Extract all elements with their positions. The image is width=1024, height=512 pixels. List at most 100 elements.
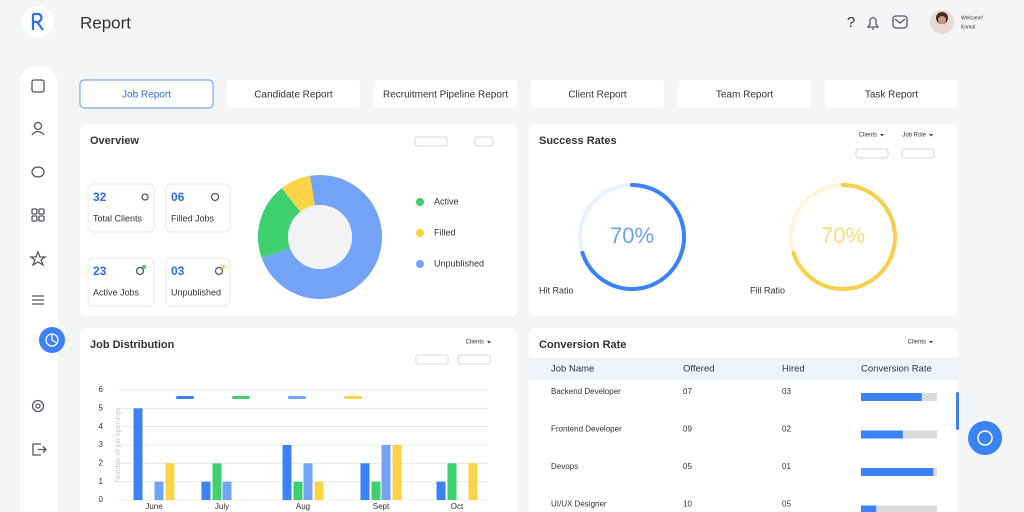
- gauge-label: Fill Ratio: [750, 285, 785, 295]
- card-title: Success Rates: [539, 135, 617, 147]
- legend-swatch: [232, 396, 250, 399]
- rate-bar: [861, 468, 933, 476]
- legend-dot: [416, 260, 424, 268]
- filter[interactable]: Job Role: [902, 133, 926, 139]
- donut-segment: [291, 191, 312, 200]
- x-tick-label: July: [215, 502, 229, 511]
- y-tick-label: 5: [99, 403, 104, 412]
- table-cell: Frontend Developer: [551, 425, 622, 434]
- card-title: Overview: [90, 135, 139, 147]
- y-tick-label: 1: [99, 477, 104, 486]
- bar: [134, 408, 143, 500]
- tab-label: Candidate Report: [254, 90, 333, 101]
- gauge-value: 70%: [821, 223, 865, 248]
- greeting: Welcome!: [961, 15, 983, 21]
- table-cell: 02: [782, 425, 791, 434]
- conversion-card: [529, 328, 958, 512]
- bar: [361, 463, 370, 500]
- legend-swatch: [288, 396, 306, 399]
- legend-swatch: [344, 396, 362, 399]
- filter[interactable]: Clients: [859, 133, 877, 139]
- stat-label: Filled Jobs: [171, 213, 215, 223]
- bar: [166, 463, 175, 500]
- donut-hole: [288, 205, 352, 269]
- legend-label: Unpublished: [434, 258, 484, 268]
- rate-bar: [861, 431, 903, 439]
- table-cell: 10: [683, 500, 692, 509]
- bar: [393, 445, 402, 500]
- y-tick-label: 2: [99, 458, 104, 467]
- rate-bar: [861, 506, 876, 512]
- card-title: Job Distribution: [90, 339, 175, 351]
- table-cell: UI/UX Designer: [551, 500, 607, 509]
- help-icon[interactable]: ?: [847, 14, 855, 31]
- user-name: Komal: [961, 24, 975, 30]
- column-header: Job Name: [551, 364, 594, 375]
- bar: [283, 445, 292, 500]
- table-cell: 05: [683, 462, 692, 471]
- gauge-label: Hit Ratio: [539, 285, 574, 295]
- table-cell: Devops: [551, 462, 578, 471]
- stat-label: Unpublished: [171, 287, 221, 297]
- x-tick-label: Oct: [451, 502, 464, 511]
- legend-dot: [416, 198, 424, 206]
- stat-value: 23: [93, 264, 107, 278]
- y-tick-label: 6: [99, 385, 104, 394]
- tab-label: Recruitment Pipeline Report: [383, 90, 508, 101]
- table-cell: 03: [782, 387, 791, 396]
- card-title: Conversion Rate: [539, 339, 626, 351]
- legend-label: Filled: [434, 227, 456, 237]
- bar: [437, 482, 446, 500]
- column-header: Conversion Rate: [861, 364, 932, 375]
- y-tick-label: 0: [99, 495, 104, 504]
- table-cell: Backend Developer: [551, 387, 621, 396]
- sidebar: [20, 66, 57, 512]
- bar: [202, 482, 211, 500]
- rate-bar: [861, 393, 922, 401]
- filter[interactable]: Clients: [908, 340, 926, 346]
- column-header: Hired: [782, 364, 805, 375]
- bar: [315, 482, 324, 500]
- bar: [223, 482, 232, 500]
- tab-label: Job Report: [122, 90, 171, 101]
- y-tick-label: 3: [99, 440, 104, 449]
- table-cell: 01: [782, 462, 791, 471]
- column-header: Offered: [683, 364, 715, 375]
- legend-swatch: [176, 396, 194, 399]
- scrollbar[interactable]: [956, 392, 959, 430]
- y-tick-label: 4: [99, 422, 104, 431]
- bar: [155, 482, 164, 500]
- stat-label: Total Clients: [93, 213, 143, 223]
- legend-label: Active: [434, 196, 459, 206]
- filter[interactable]: Clients: [466, 340, 484, 346]
- bar: [448, 463, 457, 500]
- mail-icon[interactable]: [893, 16, 907, 28]
- stat-label: Active Jobs: [93, 287, 140, 297]
- stat-value: 06: [171, 190, 185, 204]
- avatar-face: [938, 16, 946, 24]
- legend-dot: [416, 229, 424, 237]
- bell-icon[interactable]: [868, 18, 878, 30]
- bar: [213, 463, 222, 500]
- tab-label: Task Report: [865, 90, 919, 101]
- stat-value: 32: [93, 190, 107, 204]
- y-axis-label: Number of job openings: [115, 407, 122, 482]
- x-tick-label: Aug: [296, 502, 310, 511]
- table-cell: 09: [683, 425, 692, 434]
- bar: [304, 463, 313, 500]
- donut-segment: [273, 200, 291, 253]
- stat-value: 03: [171, 264, 185, 278]
- mail-flap: [895, 19, 905, 23]
- bar: [372, 482, 381, 500]
- x-tick-label: Sept: [373, 502, 390, 511]
- gauge-value: 70%: [610, 223, 654, 248]
- tab-label: Client Report: [568, 90, 627, 101]
- chat-button[interactable]: [968, 421, 1002, 455]
- bar: [294, 482, 303, 500]
- table-cell: 05: [782, 500, 791, 509]
- bar: [469, 463, 478, 500]
- page-title: Report: [80, 13, 131, 32]
- table-cell: 07: [683, 387, 692, 396]
